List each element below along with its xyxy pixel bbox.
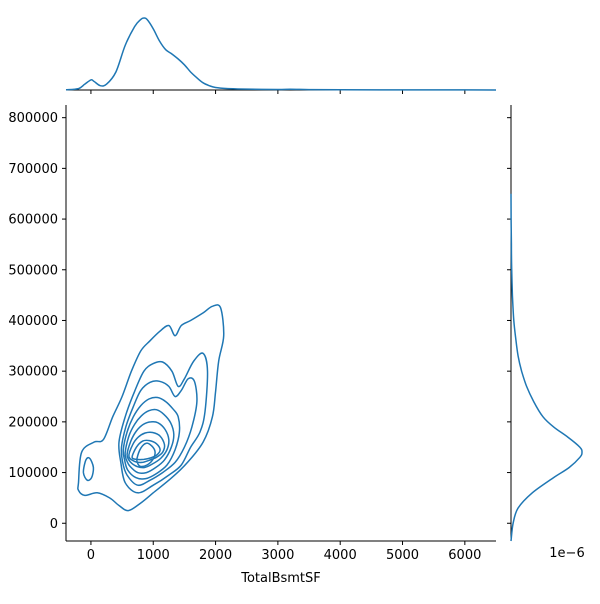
x-tick-label: 1000 [137,548,170,563]
kde-contour-level-1 [77,304,225,512]
y-tick-label: 200000 [8,415,58,430]
x-axis-label: TotalBsmtSF [240,571,321,586]
y-tick-label: 700000 [8,162,58,177]
kde-contour-level-2 [82,456,95,482]
kde-contours [77,304,225,512]
y-tick-label: 500000 [8,263,58,278]
main-x-ticks: 0 1000 2000 3000 4000 5000 6000 [87,541,481,563]
marginal-x-ticks [90,90,466,94]
x-tick-label: 3000 [261,548,294,563]
marginal-y-density: 1e−6 [507,105,585,561]
marginal-x-density-line [65,17,497,91]
kde-contour-level-7 [126,420,170,469]
marginal-y-density-line [510,193,583,542]
kde-contour-level-10 [136,442,156,468]
kde-contour-level-6 [124,408,175,475]
y-tick-label: 600000 [8,213,58,228]
y-tick-label: 300000 [8,365,58,380]
x-tick-label: 5000 [386,548,419,563]
kde-contour-level-5 [122,396,181,480]
kde-contour-level-8 [128,431,166,464]
marginal-x-density [65,17,497,94]
y-tick-label: 100000 [8,466,58,481]
y-tick-label: 0 [50,517,58,532]
kde-contour-level-3 [118,352,209,494]
marginal-y-offset-label: 1e−6 [549,546,584,561]
y-tick-label: 800000 [8,111,58,126]
main-axes: 0 1000 2000 3000 4000 5000 6000 0 100000 200000 3… [8,105,496,586]
x-tick-label: 2000 [199,548,232,563]
y-tick-label: 400000 [8,314,58,329]
x-tick-label: 0 [87,548,95,563]
x-tick-label: 4000 [324,548,357,563]
marginal-y-ticks [507,117,511,524]
main-y-ticks: 0 100000 200000 300000 400000 500000 600000 700… [8,111,66,532]
x-tick-label: 6000 [448,548,481,563]
kde-contour-level-9 [131,439,161,461]
kde-contour-level-4 [120,377,198,487]
